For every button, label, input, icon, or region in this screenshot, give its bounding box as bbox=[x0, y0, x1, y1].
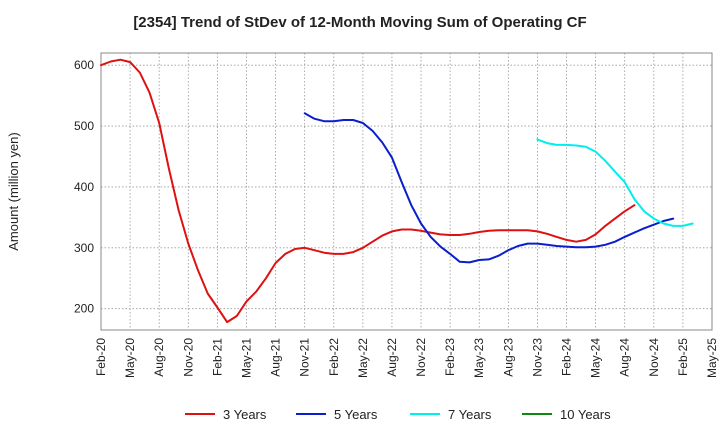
x-tick-label: Aug-21 bbox=[269, 338, 283, 377]
x-tick-label: May-22 bbox=[356, 338, 370, 378]
series-line-5-years bbox=[303, 112, 675, 264]
x-tick-label: Aug-24 bbox=[618, 338, 632, 377]
x-tick-label: Feb-24 bbox=[560, 338, 574, 376]
series-line-7-years bbox=[536, 138, 694, 227]
x-tick-label: Aug-20 bbox=[152, 338, 166, 377]
x-tick-labels: Feb-20 May-20 Aug-20 Nov-20 Feb-21 May-21 Aug-… bbox=[94, 338, 719, 378]
x-tick-label: May-25 bbox=[705, 338, 719, 378]
x-tick-label: Feb-25 bbox=[676, 338, 690, 376]
legend-label-7-years: 7 Years bbox=[448, 407, 492, 422]
x-tick-label: Nov-24 bbox=[647, 338, 661, 377]
x-tick-label: Feb-23 bbox=[443, 338, 457, 376]
x-tick-label: Nov-23 bbox=[530, 338, 544, 377]
x-tick-label: Feb-22 bbox=[327, 338, 341, 376]
x-tick-label: Aug-22 bbox=[385, 338, 399, 377]
x-tick-label: May-23 bbox=[472, 338, 486, 378]
legend-label-3-years: 3 Years bbox=[223, 407, 267, 422]
x-tick-label: Nov-22 bbox=[414, 338, 428, 377]
y-tick-label: 400 bbox=[74, 180, 94, 194]
y-tick-labels: 200 300 400 500 600 bbox=[74, 58, 94, 316]
x-tick-label: May-20 bbox=[123, 338, 137, 378]
x-tick-label: Feb-20 bbox=[94, 338, 108, 376]
chart-title: [2354] Trend of StDev of 12-Month Moving… bbox=[133, 14, 587, 31]
grid-layer bbox=[101, 53, 712, 330]
x-tick-label: May-24 bbox=[589, 338, 603, 378]
legend: 3 Years 5 Years 7 Years 10 Years bbox=[185, 407, 611, 422]
x-tick-label: Feb-21 bbox=[210, 338, 224, 376]
legend-label-5-years: 5 Years bbox=[334, 407, 378, 422]
legend-label-10-years: 10 Years bbox=[560, 407, 611, 422]
y-axis-title: Amount (million yen) bbox=[6, 132, 21, 251]
x-tick-label: May-21 bbox=[239, 338, 253, 378]
x-tick-label: Nov-20 bbox=[181, 338, 195, 377]
series-line-3-years bbox=[100, 58, 636, 324]
plot-frame bbox=[100, 52, 713, 331]
y-tick-label: 200 bbox=[74, 302, 94, 316]
series-layer bbox=[100, 58, 694, 324]
y-tick-label: 600 bbox=[74, 58, 94, 72]
y-tick-label: 500 bbox=[74, 119, 94, 133]
x-tick-label: Nov-21 bbox=[298, 338, 312, 377]
x-tick-label: Aug-23 bbox=[501, 338, 515, 377]
y-tick-label: 300 bbox=[74, 241, 94, 255]
